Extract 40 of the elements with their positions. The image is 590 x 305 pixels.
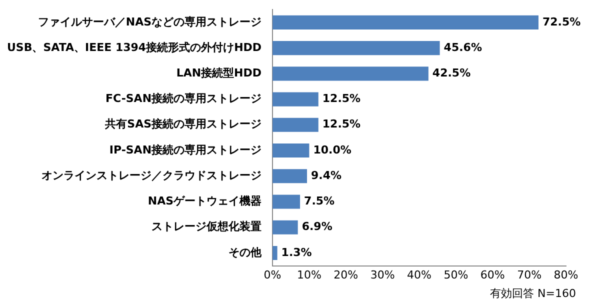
bar [272, 143, 310, 158]
y-tick-label: 共有SAS接続の専用ストレージ [104, 118, 262, 131]
x-tick-label: 20% [334, 268, 358, 282]
y-tick-label: ストレージ仮想化装置 [152, 220, 262, 234]
y-tick-label: USB、SATA、IEEE 1394接続形式の外付けHDD [7, 40, 262, 54]
y-tick-label: IP-SAN接続の専用ストレージ [109, 143, 262, 156]
data-label: 10.0% [313, 143, 352, 156]
y-tick-label: FC-SAN接続の専用ストレージ [105, 92, 262, 106]
y-tick-label: NASゲートウェイ機器 [148, 194, 262, 208]
data-label: 42.5% [432, 66, 471, 80]
data-label: 7.5% [304, 194, 335, 208]
x-tick-label: 50% [444, 268, 468, 282]
bar [272, 40, 440, 56]
x-tick-label: 30% [370, 268, 395, 282]
x-tick-label: 0% [264, 268, 282, 282]
bar [272, 118, 318, 132]
data-label: 72.5% [542, 15, 581, 28]
x-tick-label: 60% [480, 268, 505, 282]
bar [272, 92, 318, 106]
bar [272, 66, 428, 81]
y-tick-label: その他 [228, 246, 263, 259]
data-label: 45.6% [444, 40, 482, 54]
data-label: 9.4% [311, 168, 342, 182]
bar [272, 169, 308, 184]
y-tick-label: ファイルサーバ／NASなどの専用ストレージ [38, 15, 262, 28]
bar [272, 246, 278, 260]
text: 有効回答 N=160 [490, 286, 576, 301]
bar [272, 194, 300, 209]
bar [272, 15, 538, 30]
x-tick-label: 70% [517, 268, 542, 282]
data-label: 12.5% [322, 118, 361, 131]
x-tick-label: 40% [407, 268, 432, 282]
x-tick-label: 80% [554, 268, 578, 282]
data-label: 1.3% [281, 246, 312, 259]
bar [272, 220, 298, 234]
x-tick-label: 10% [296, 268, 322, 282]
data-label: 12.5% [322, 92, 361, 106]
y-tick-label: LAN接続型HDD [176, 66, 262, 80]
y-tick-label: オンラインストレージ／クラウドストレージ [42, 168, 262, 182]
data-label: 6.9% [302, 220, 332, 234]
